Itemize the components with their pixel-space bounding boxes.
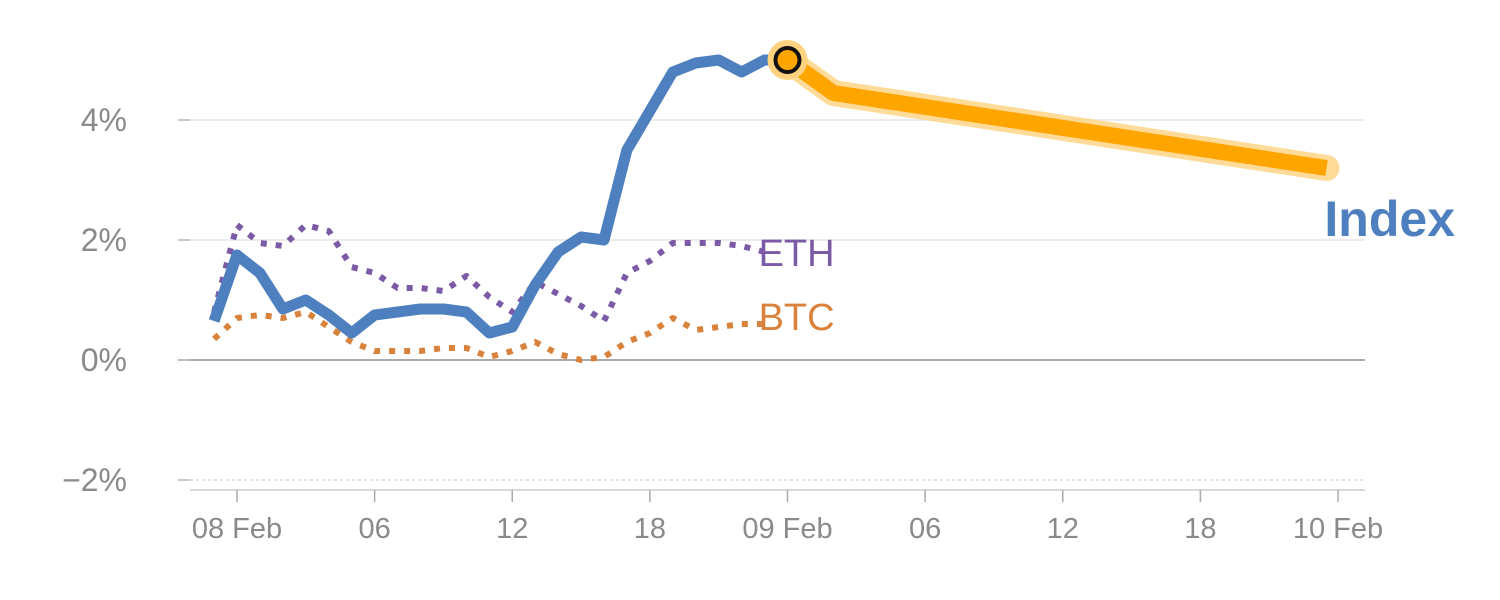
current-point-marker — [773, 46, 802, 74]
series-layer — [208, 54, 788, 363]
series-label-btc: BTC — [759, 297, 835, 339]
grid-layer — [178, 119, 1365, 481]
series-label-eth: ETH — [759, 233, 835, 275]
y-tick-label: 2% — [81, 222, 127, 258]
series-line-eth — [211, 222, 766, 324]
series-line-btc — [212, 309, 765, 363]
x-tick-label: 12 — [496, 513, 528, 545]
x-tick-label: 06 — [909, 513, 941, 545]
x-tick-label: 10 Feb — [1293, 513, 1383, 545]
y-tick-label: 0% — [81, 342, 127, 378]
axis-layer: −2% 0% 2% 4% 08 Feb 06 12 18 09 Feb 06 12 18 10 Feb — [62, 102, 1383, 545]
x-tick-label: 09 Feb — [742, 513, 832, 545]
projection-layer — [767, 40, 1340, 181]
label-layer: ETH BTC Index — [759, 191, 1456, 339]
x-tick-label: 12 — [1047, 513, 1079, 545]
x-tick-label: 18 — [634, 513, 666, 545]
y-tick-label: −2% — [62, 462, 127, 498]
series-label-index: Index — [1324, 191, 1455, 247]
x-tick-label: 18 — [1184, 513, 1216, 545]
x-tick-label: 08 Feb — [192, 513, 282, 545]
x-tick-label: 06 — [358, 513, 390, 545]
series-line-index — [208, 54, 788, 339]
y-tick-label: 4% — [81, 102, 127, 138]
